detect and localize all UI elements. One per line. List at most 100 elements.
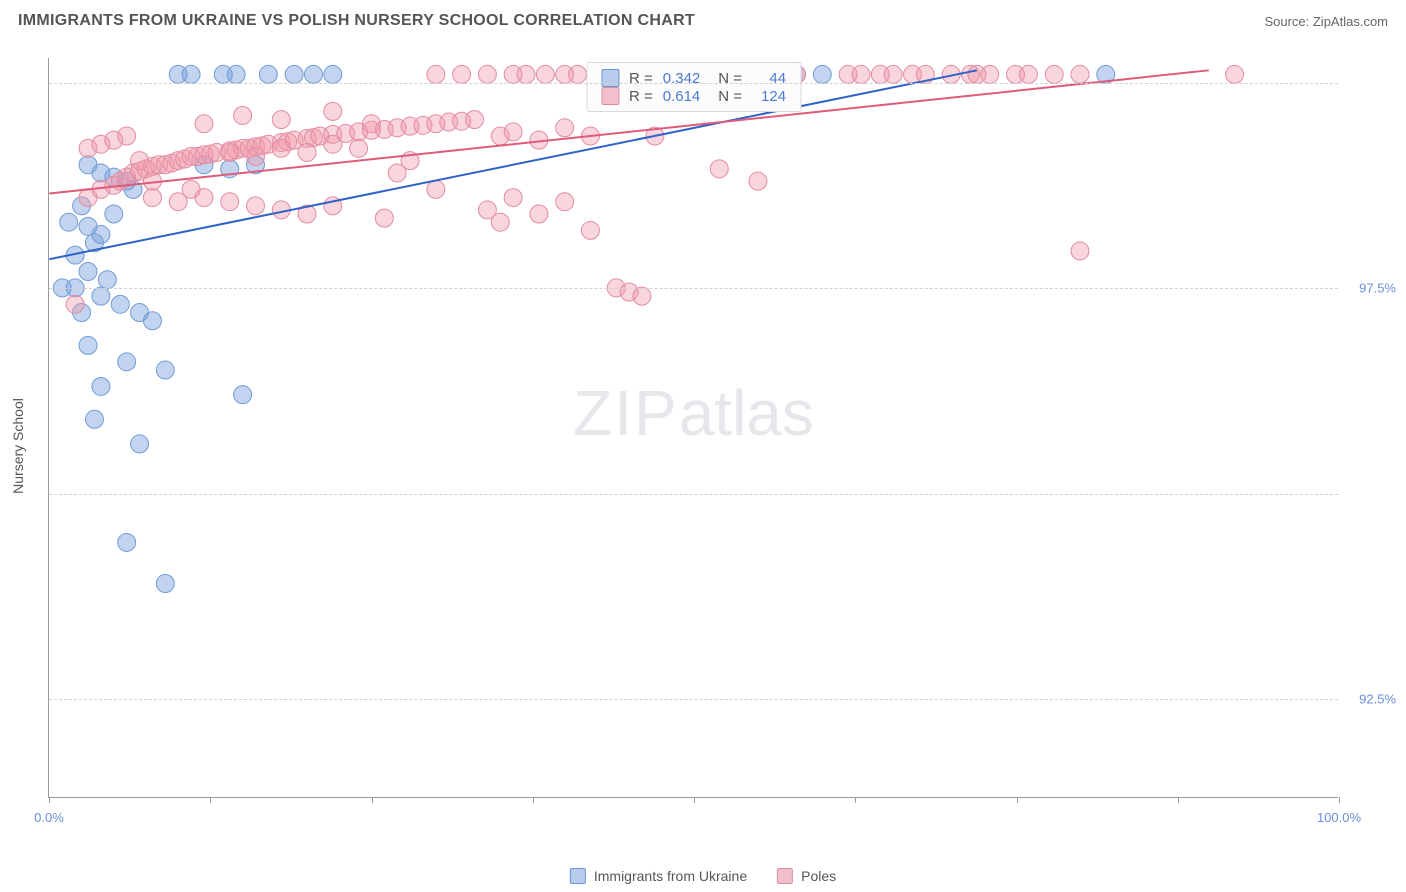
x-tick [49, 797, 50, 803]
scatter-svg [49, 58, 1338, 797]
scatter-point-poles [350, 139, 368, 157]
stats-row-poles: R = 0.614 N = 124 [601, 87, 786, 105]
x-tick [372, 797, 373, 803]
legend-label: Immigrants from Ukraine [594, 868, 747, 884]
x-tick [694, 797, 695, 803]
scatter-point-poles [536, 65, 554, 83]
stats-r-value: 0.342 [663, 70, 701, 87]
scatter-point-ukraine [111, 295, 129, 313]
stats-r-value: 0.614 [663, 88, 701, 105]
scatter-point-ukraine [92, 226, 110, 244]
scatter-point-poles [491, 213, 509, 231]
scatter-point-poles [221, 193, 239, 211]
x-tick [855, 797, 856, 803]
stats-r-label: R = [629, 70, 653, 87]
grid-line [49, 288, 1338, 289]
scatter-point-poles [182, 180, 200, 198]
scatter-point-ukraine [79, 336, 97, 354]
x-tick-label: 0.0% [34, 810, 64, 825]
scatter-point-ukraine [234, 386, 252, 404]
legend: Immigrants from Ukraine Poles [570, 868, 836, 884]
stats-n-label: N = [718, 88, 742, 105]
stats-swatch-icon [601, 69, 619, 87]
scatter-point-poles [195, 115, 213, 133]
scatter-point-poles [968, 65, 986, 83]
scatter-point-poles [131, 152, 149, 170]
scatter-point-poles [1045, 65, 1063, 83]
scatter-point-ukraine [813, 65, 831, 83]
grid-line [49, 494, 1338, 495]
scatter-point-ukraine [304, 65, 322, 83]
stats-n-value: 44 [752, 70, 786, 87]
y-tick-label: 92.5% [1359, 692, 1396, 707]
x-tick [1017, 797, 1018, 803]
stats-swatch-icon [601, 87, 619, 105]
legend-label: Poles [801, 868, 836, 884]
scatter-point-ukraine [143, 312, 161, 330]
scatter-point-poles [453, 65, 471, 83]
stats-n-value: 124 [752, 88, 786, 105]
scatter-point-poles [66, 295, 84, 313]
scatter-point-poles [884, 65, 902, 83]
scatter-point-ukraine [156, 361, 174, 379]
scatter-point-poles [478, 65, 496, 83]
legend-swatch-icon [777, 868, 793, 884]
scatter-point-poles [569, 65, 587, 83]
scatter-point-poles [1071, 242, 1089, 260]
stats-r-label: R = [629, 88, 653, 105]
scatter-point-ukraine [259, 65, 277, 83]
scatter-point-poles [272, 111, 290, 129]
scatter-point-poles [324, 135, 342, 153]
scatter-point-ukraine [156, 575, 174, 593]
scatter-point-poles [272, 139, 290, 157]
scatter-point-poles [504, 189, 522, 207]
scatter-point-poles [556, 193, 574, 211]
scatter-point-poles [1226, 65, 1244, 83]
scatter-point-poles [710, 160, 728, 178]
scatter-point-poles [247, 148, 265, 166]
scatter-point-poles [530, 205, 548, 223]
scatter-point-ukraine [92, 287, 110, 305]
legend-item-poles: Poles [777, 868, 836, 884]
scatter-point-ukraine [285, 65, 303, 83]
scatter-point-poles [247, 197, 265, 215]
scatter-point-poles [324, 102, 342, 120]
stats-n-label: N = [718, 70, 742, 87]
stats-box: R = 0.342 N = 44 R = 0.614 N = 124 [586, 62, 801, 112]
scatter-point-poles [633, 287, 651, 305]
scatter-point-ukraine [85, 410, 103, 428]
scatter-point-poles [1071, 65, 1089, 83]
scatter-point-ukraine [105, 205, 123, 223]
scatter-point-poles [298, 143, 316, 161]
scatter-point-ukraine [227, 65, 245, 83]
scatter-point-poles [143, 189, 161, 207]
grid-line [49, 699, 1338, 700]
x-tick [533, 797, 534, 803]
stats-row-ukraine: R = 0.342 N = 44 [601, 69, 786, 87]
y-axis-title: Nursery School [10, 398, 26, 494]
grid-line [49, 83, 1338, 84]
x-tick-label: 100.0% [1317, 810, 1361, 825]
scatter-point-poles [221, 143, 239, 161]
chart-plot-area: ZIPatlas R =0.342N =44R =0.614N =124 92.… [48, 58, 1338, 798]
scatter-point-poles [581, 221, 599, 239]
chart-title: IMMIGRANTS FROM UKRAINE VS POLISH NURSER… [18, 12, 695, 30]
scatter-point-poles [517, 65, 535, 83]
scatter-point-ukraine [118, 353, 136, 371]
y-tick-label: 97.5% [1359, 281, 1396, 296]
scatter-point-poles [749, 172, 767, 190]
legend-item-ukraine: Immigrants from Ukraine [570, 868, 747, 884]
x-tick [1339, 797, 1340, 803]
x-tick [210, 797, 211, 803]
scatter-point-poles [375, 209, 393, 227]
scatter-point-poles [118, 127, 136, 145]
chart-header: IMMIGRANTS FROM UKRAINE VS POLISH NURSER… [0, 0, 1406, 38]
x-tick [1178, 797, 1179, 803]
source-label: Source: ZipAtlas.com [1264, 14, 1388, 29]
scatter-point-ukraine [118, 533, 136, 551]
scatter-point-ukraine [60, 213, 78, 231]
scatter-point-ukraine [324, 65, 342, 83]
scatter-point-poles [362, 115, 380, 133]
scatter-point-poles [556, 119, 574, 137]
scatter-point-poles [852, 65, 870, 83]
